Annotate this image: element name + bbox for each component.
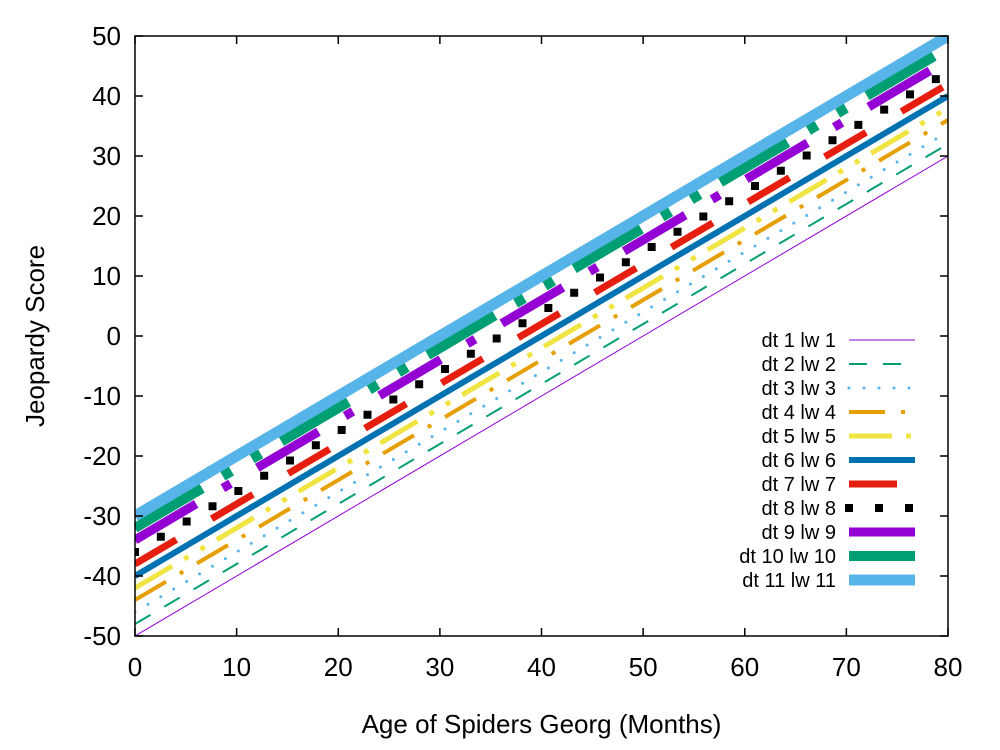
series-layer [135,36,948,636]
y-tick-label: -30 [83,501,121,531]
x-axis-title: Age of Spiders Georg (Months) [362,709,722,739]
x-tick-label: 70 [832,652,861,682]
x-tick-label: 20 [324,652,353,682]
x-tick-label: 10 [222,652,251,682]
legend-label-10: dt 10 lw 10 [739,546,836,568]
y-tick-label: 30 [92,141,121,171]
series-line-9 [135,56,948,544]
x-tick-label: 60 [730,652,759,682]
series-line-11 [135,36,948,521]
y-tick-label: -20 [83,441,121,471]
legend-label-9: dt 9 lw 9 [762,522,836,544]
series-line-10 [135,43,948,533]
x-tick-label: 30 [425,652,454,682]
y-tick-label: 20 [92,201,121,231]
legend-label-2: dt 2 lw 2 [762,354,836,376]
y-axis-title: Jeopardy Score [20,245,50,427]
legend-label-5: dt 5 lw 5 [762,426,836,448]
x-tick-label: 0 [128,652,142,682]
legend-label-1: dt 1 lw 1 [762,330,836,352]
series-line-6 [135,93,948,579]
x-tick-label: 40 [527,652,556,682]
y-axis: -50 -40 -30 -20 -10 0 10 20 30 40 50 [83,21,948,651]
legend-label-8: dt 8 lw 8 [762,498,836,520]
legend-label-3: dt 3 lw 3 [762,378,836,400]
series-line-5 [135,105,948,591]
y-tick-label: -40 [83,561,121,591]
series-line-2 [135,143,948,625]
legend-label-11: dt 11 lw 11 [742,570,836,592]
y-tick-label: 10 [92,261,121,291]
series-line-7 [135,80,948,568]
x-axis: 0 10 20 30 40 50 60 70 80 [128,36,963,682]
series-line-4 [135,118,948,602]
y-tick-label: 50 [92,21,121,51]
legend-label-4: dt 4 lw 4 [762,402,836,424]
y-tick-label: -50 [83,621,121,651]
legend-label-7: dt 7 lw 7 [762,474,836,496]
series-line-1 [135,155,948,636]
y-tick-label: -10 [83,381,121,411]
x-tick-label: 80 [934,652,963,682]
legend: dt 1 lw 1dt 2 lw 2dt 3 lw 3dt 4 lw 4dt 5… [739,330,919,592]
legend-label-6: dt 6 lw 6 [762,450,836,472]
y-tick-label: 0 [107,321,121,351]
x-tick-label: 50 [629,652,658,682]
y-tick-label: 40 [92,81,121,111]
